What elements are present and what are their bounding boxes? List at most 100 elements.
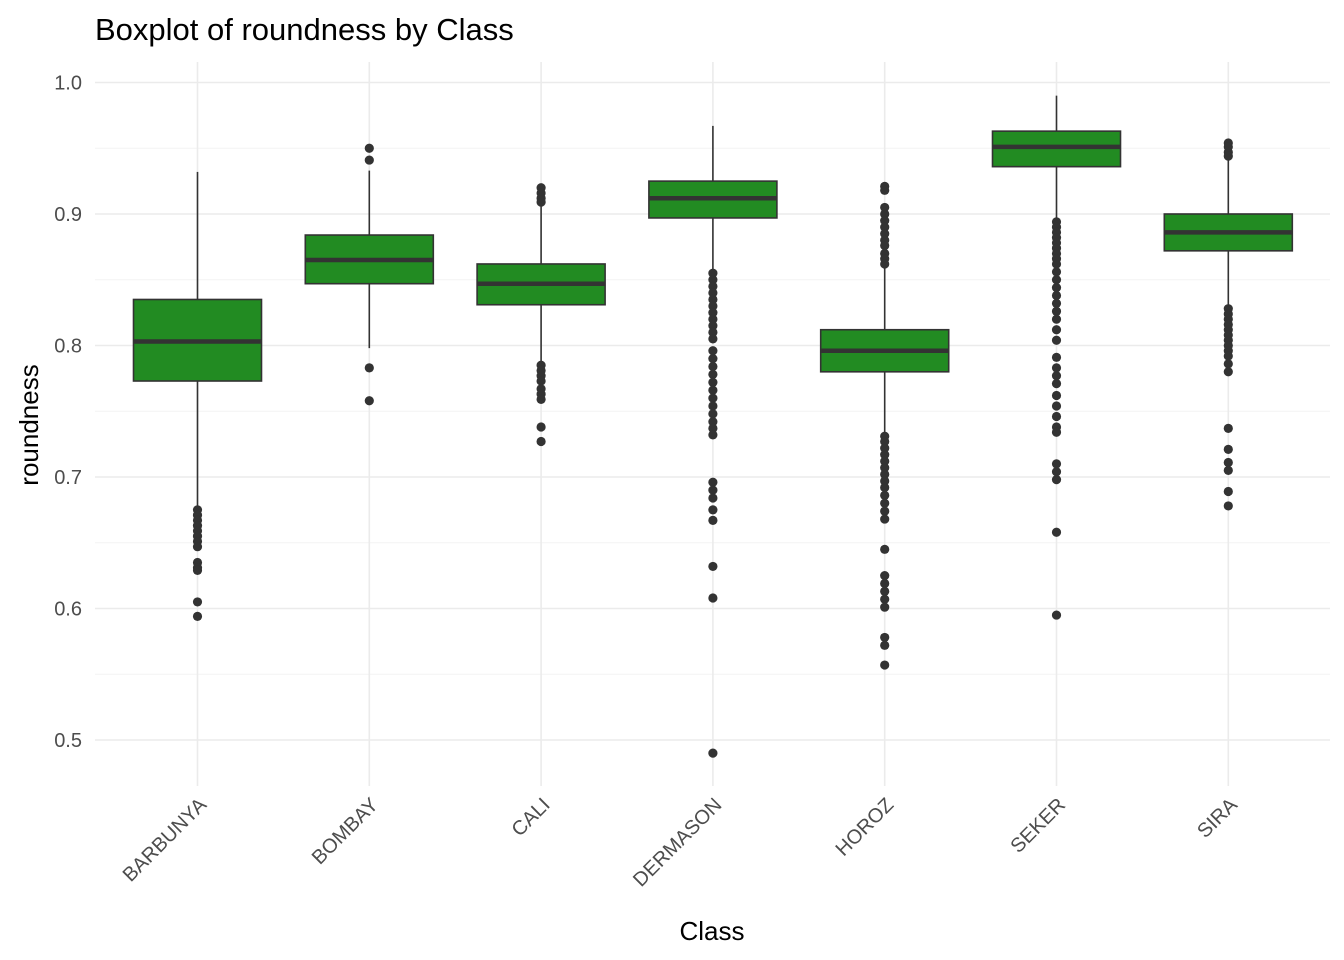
outlier-point	[880, 506, 890, 516]
outlier-point	[708, 423, 718, 433]
outlier-point	[708, 493, 718, 503]
box-group-dermason	[648, 125, 778, 758]
outlier-point	[880, 632, 890, 643]
outlier-point	[708, 593, 718, 603]
outlier-point	[536, 436, 546, 447]
x-tick-label: CALI	[508, 794, 555, 841]
outlier-point	[880, 463, 890, 473]
outlier-point	[880, 482, 890, 493]
outlier-point	[1223, 444, 1233, 454]
outlier-point	[708, 515, 718, 525]
outlier-point	[1051, 352, 1062, 362]
outlier-point	[708, 477, 718, 487]
box-group-horoz	[819, 181, 950, 670]
outlier-point	[708, 393, 718, 403]
outlier-point	[1051, 325, 1062, 335]
outlier-point	[708, 288, 718, 298]
outlier-point	[1051, 527, 1062, 537]
outlier-point	[708, 268, 718, 278]
outlier-point	[708, 346, 718, 356]
outlier-point	[1051, 371, 1062, 381]
outlier-point	[880, 490, 890, 501]
outlier-point	[1051, 259, 1062, 269]
outlier-point	[880, 202, 890, 213]
outlier-point	[536, 197, 546, 207]
outlier-point	[1051, 298, 1062, 309]
outlier-point	[708, 485, 718, 495]
outlier-point	[536, 376, 546, 386]
outlier-point	[708, 377, 718, 387]
outlier-point	[536, 394, 546, 405]
x-tick-labels: BARBUNYA BOMBAY CALI DERMASON HOROZ SEKER SIRA	[119, 794, 1243, 892]
outlier-point	[880, 476, 890, 486]
outlier-point	[1051, 379, 1062, 389]
outlier-point	[708, 327, 718, 337]
outlier-point	[1223, 351, 1233, 361]
outlier-point	[364, 143, 374, 153]
outlier-point	[1051, 411, 1062, 422]
outlier-point	[708, 314, 718, 324]
outlier-point	[880, 660, 890, 670]
outlier-point	[1223, 151, 1233, 161]
chart-title: Boxplot of roundness by Class	[95, 12, 514, 47]
y-tick-label: 0.7	[54, 467, 82, 489]
outlier-point	[536, 422, 546, 432]
box-group-sira	[1163, 138, 1294, 511]
outlier-point	[708, 505, 718, 515]
outlier-point	[880, 594, 890, 604]
outlier-point	[708, 417, 718, 427]
outlier-point	[708, 409, 718, 419]
outlier-point	[1051, 283, 1062, 293]
outlier-point	[880, 215, 890, 226]
outlier-point	[708, 281, 718, 291]
y-tick-label: 1.0	[54, 73, 82, 95]
y-tick-label: 0.6	[54, 599, 82, 621]
box-group-bombay	[304, 143, 435, 406]
x-tick-label: DERMASON	[629, 794, 726, 891]
outlier-point	[364, 363, 374, 373]
outlier-point	[880, 498, 890, 508]
outlier-point	[1051, 475, 1062, 485]
x-tick-label: BOMBAY	[308, 794, 383, 869]
outlier-point	[708, 334, 718, 344]
outlier-point	[880, 185, 890, 195]
outlier-point	[708, 748, 718, 758]
outlier-point	[1051, 290, 1062, 301]
y-tick-label: 0.9	[54, 204, 82, 226]
outlier-point	[708, 369, 718, 380]
outlier-point	[1051, 363, 1062, 373]
outlier-point	[708, 361, 718, 372]
outlier-point	[192, 542, 203, 552]
outlier-point	[880, 640, 890, 650]
boxes-layer	[132, 95, 1294, 758]
outlier-point	[880, 450, 890, 460]
box-group-cali	[476, 183, 606, 447]
outlier-point	[1051, 314, 1062, 324]
box-group-seker	[991, 95, 1122, 620]
x-tick-label: HOROZ	[832, 794, 899, 861]
x-axis-title: Class	[679, 916, 744, 946]
outlier-point	[708, 354, 718, 364]
outlier-point	[880, 443, 890, 453]
box-group-barbunya	[132, 171, 263, 621]
outlier-point	[192, 611, 203, 621]
outlier-point	[708, 561, 718, 572]
outlier-point	[708, 401, 718, 411]
outlier-point	[880, 209, 890, 219]
x-tick-label: SEKER	[1007, 794, 1071, 858]
y-axis-title: roundness	[14, 364, 44, 485]
outlier-point	[1223, 486, 1233, 497]
outlier-point	[880, 571, 890, 581]
outlier-point	[708, 430, 718, 440]
outlier-point	[1223, 465, 1233, 476]
outlier-point	[880, 436, 890, 447]
outlier-point	[708, 321, 718, 331]
outlier-point	[192, 597, 203, 607]
outlier-point	[1051, 427, 1062, 437]
outlier-point	[880, 240, 890, 251]
outlier-point	[364, 155, 374, 165]
outlier-point	[364, 396, 374, 406]
outlier-point	[1051, 459, 1062, 469]
outlier-point	[880, 469, 890, 479]
